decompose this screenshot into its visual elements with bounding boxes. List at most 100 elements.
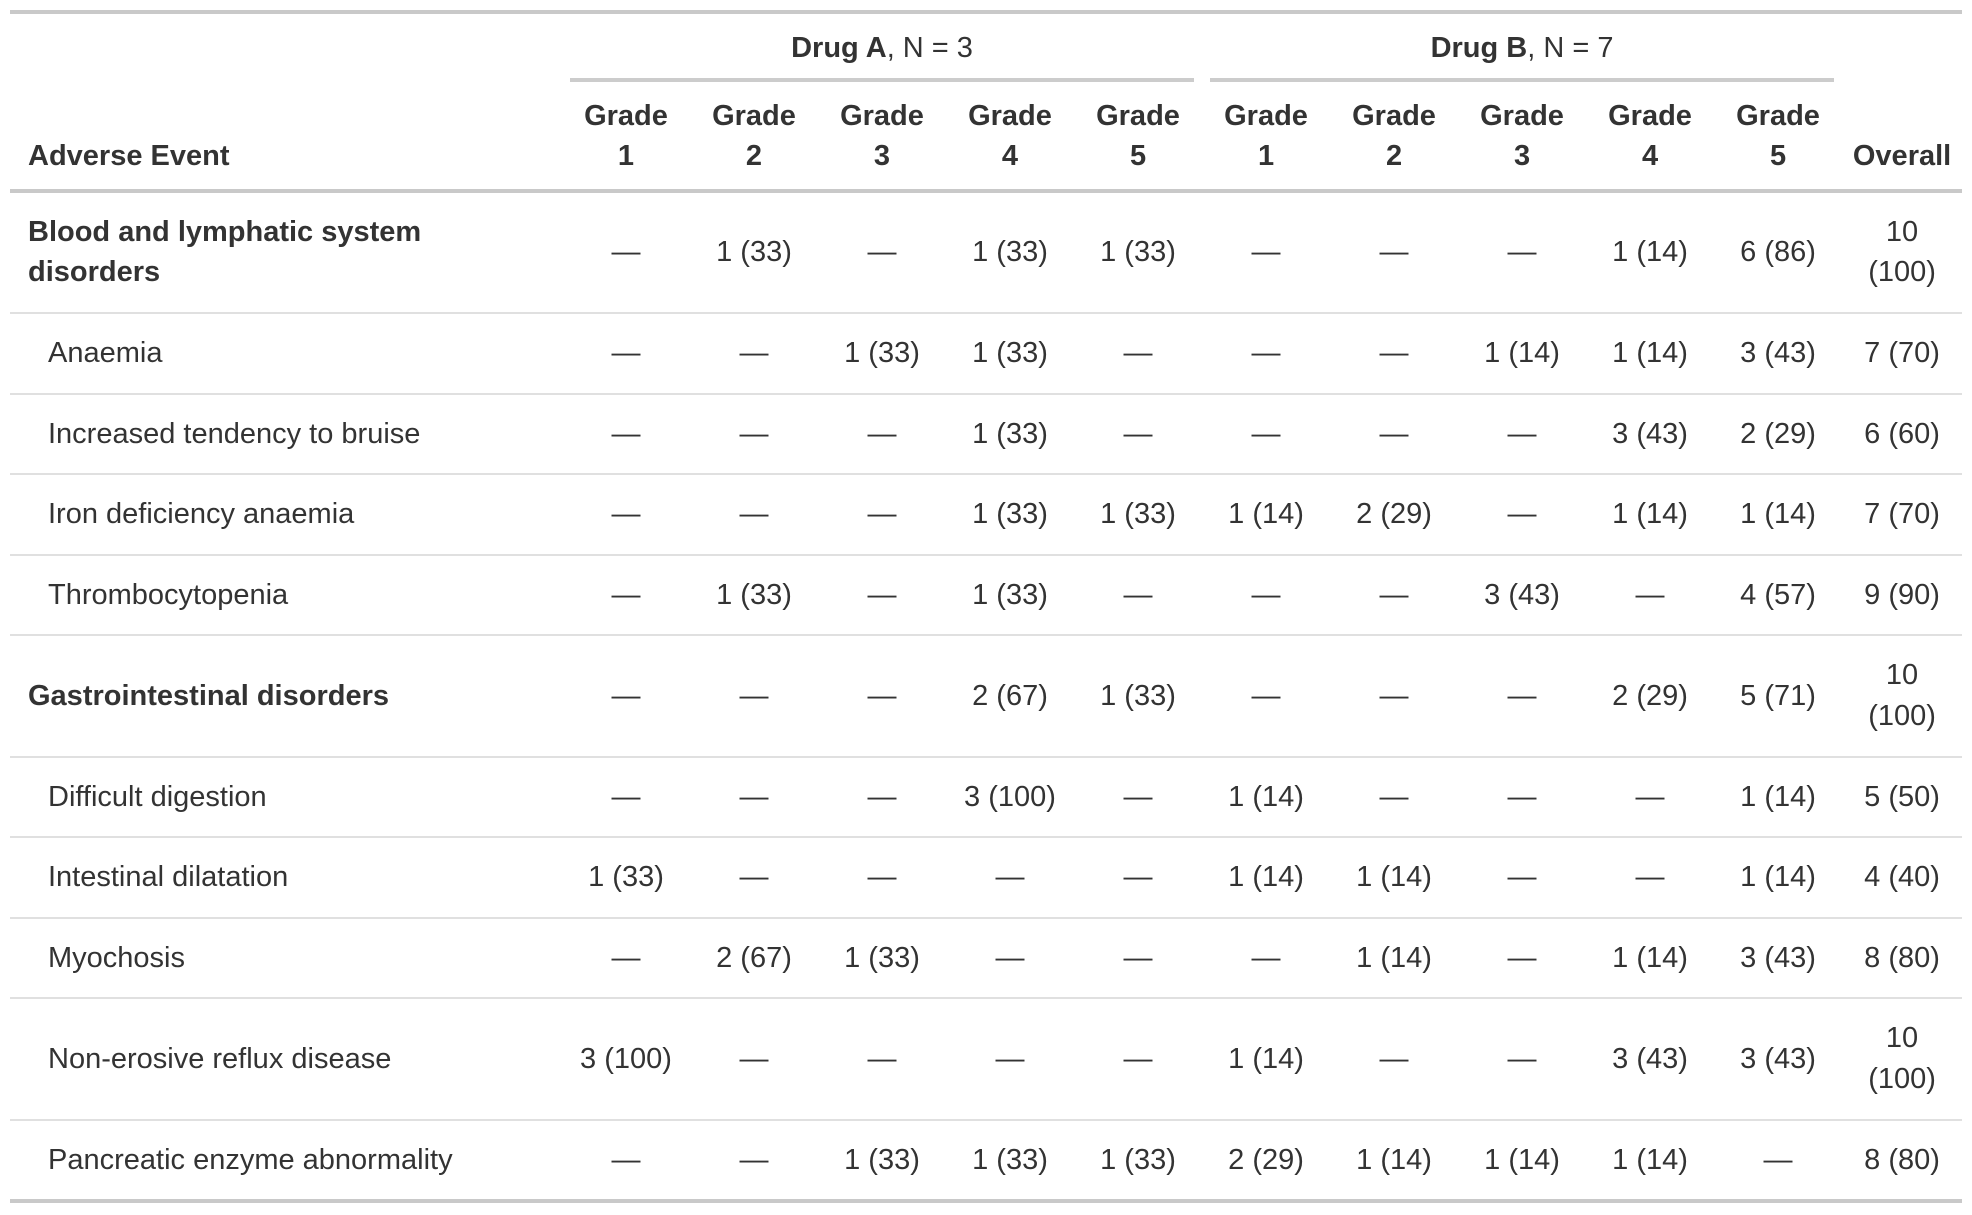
overall-cell: 10 (100) [1868, 215, 1936, 289]
grade-cell: — [690, 755, 818, 837]
grade-cell: — [1330, 392, 1459, 474]
grade-cell: — [562, 916, 690, 998]
grade-cell: 4 (57) [1714, 553, 1843, 635]
grade-cell: — [562, 553, 690, 635]
grade-cell: — [1714, 1118, 1843, 1204]
grade-cell: — [1586, 755, 1715, 837]
grade-cell: 3 (43) [1586, 997, 1715, 1118]
grade-cell: — [1251, 236, 1281, 269]
grade-cell: — [1330, 755, 1459, 837]
grade-cell: 3 (43) [1714, 916, 1843, 998]
grade-cell: 1 (33) [1074, 473, 1203, 554]
grade-cell: 3 (43) [1586, 392, 1715, 474]
grade-cell: 1 (14) [1714, 836, 1843, 917]
grade-cell: 1 (14) [1586, 916, 1715, 998]
grade-cell: 2 (29) [1714, 392, 1843, 474]
spanner-row: Drug A, N = 3 Drug B, N = 7 [10, 10, 1963, 82]
grade-cell: — [1202, 553, 1331, 635]
grade-cell: 1 (33) [690, 553, 818, 635]
grade-cell: — [1507, 236, 1537, 269]
grade-cell: — [562, 1118, 690, 1204]
grade-cell: 1 (33) [946, 473, 1074, 554]
grade-cell: 1 (33) [818, 311, 946, 393]
grade-cell: 5 (71) [1714, 634, 1843, 755]
table-row: Thrombocytopenia —1 (33) —1 (33) — — —3 (43) —… [10, 553, 1963, 635]
grade-cell: 1 (33) [1100, 236, 1176, 269]
grade-cell: — [1379, 236, 1409, 269]
spanner-drug-a: Drug A, N = 3 [562, 10, 1203, 82]
grade-cell: 2 (29) [1330, 473, 1459, 554]
grade-cell: 1 (14) [1458, 311, 1587, 393]
grade-cell: 2 (67) [690, 916, 818, 998]
grade-cell: — [818, 473, 946, 554]
grade-cell: — [690, 634, 818, 755]
grade-cell: 2 (29) [1202, 1118, 1331, 1204]
column-header-row: Adverse Event Grade 1 Grade 2 Grade 3 Grade… [10, 82, 1963, 193]
grade-cell: 1 (33) [946, 553, 1074, 635]
grade-cell: — [1458, 836, 1587, 917]
grade-cell: 1 (33) [946, 311, 1074, 393]
grade-cell: — [562, 311, 690, 393]
overall-cell: 8 (80) [1842, 916, 1963, 998]
overall-cell: 6 (60) [1842, 392, 1963, 474]
grade-cell: — [1330, 634, 1459, 755]
grade-cell: — [1202, 634, 1331, 755]
col-header-drug-a-grade-5: Grade 5 [1074, 82, 1203, 193]
row-label: Difficult digestion [10, 755, 562, 837]
grade-cell: 1 (33) [818, 916, 946, 998]
grade-cell: 1 (33) [818, 1118, 946, 1204]
row-label: Anaemia [10, 311, 562, 393]
table-row: Iron deficiency anaemia — — —1 (33) 1 (33) 1 … [10, 473, 1963, 554]
table-row: Intestinal dilatation 1 (33) — — — —1 (14) 1 (… [10, 836, 1963, 917]
row-label: Non-erosive reflux disease [10, 997, 562, 1118]
grade-cell: — [1074, 755, 1203, 837]
grade-cell: 1 (14) [1714, 473, 1843, 554]
overall-cell: 8 (80) [1842, 1118, 1963, 1204]
grade-cell: 1 (14) [1202, 836, 1331, 917]
grade-cell: — [1458, 916, 1587, 998]
grade-cell: — [1202, 916, 1331, 998]
grade-cell: — [1458, 473, 1587, 554]
grade-cell: — [1586, 836, 1715, 917]
overall-cell: 7 (70) [1842, 473, 1963, 554]
overall-cell: 7 (70) [1842, 311, 1963, 393]
col-header-drug-b-grade-3: Grade 3 [1458, 82, 1587, 193]
overall-cell: 10 (100) [1842, 634, 1963, 755]
col-header-drug-b-grade-2: Grade 2 [1330, 82, 1459, 193]
grade-cell: — [867, 236, 897, 269]
drug-b-name: Drug B [1430, 32, 1528, 64]
grade-cell: — [1458, 392, 1587, 474]
table-row: Gastrointestinal disorders — — —2 (67) 1 (33… [10, 634, 1963, 755]
col-header-drug-b-grade-1: Grade 1 [1202, 82, 1331, 193]
spanner-drug-b-label: Drug B, N = 7 [1210, 28, 1835, 82]
col-header-drug-b-grade-5: Grade 5 [1714, 82, 1843, 193]
grade-cell: — [611, 236, 641, 269]
drug-a-n: , N = 3 [886, 32, 973, 64]
drug-b-n: , N = 7 [1527, 32, 1614, 64]
grade-cell: 1 (33) [1074, 634, 1203, 755]
grade-cell: 1 (14) [1330, 916, 1459, 998]
grade-cell: — [690, 1118, 818, 1204]
adverse-events-table: Drug A, N = 3 Drug B, N = 7 Adverse Even… [10, 10, 1963, 1204]
grade-cell: — [1458, 634, 1587, 755]
grade-cell: — [1074, 392, 1203, 474]
grade-cell: — [818, 392, 946, 474]
grade-cell: 1 (14) [1586, 473, 1715, 554]
grade-cell: 1 (14) [1202, 473, 1331, 554]
spanner-drug-b: Drug B, N = 7 [1202, 10, 1843, 82]
grade-cell: — [1074, 553, 1203, 635]
grade-cell: 1 (33) [1074, 1118, 1203, 1204]
grade-cell: — [1330, 311, 1459, 393]
grade-cell: 2 (29) [1586, 634, 1715, 755]
grade-cell: — [690, 311, 818, 393]
grade-cell: 2 (67) [946, 634, 1074, 755]
grade-cell: — [946, 997, 1074, 1118]
grade-cell: 3 (43) [1714, 997, 1843, 1118]
grade-cell: — [690, 997, 818, 1118]
spanner-drug-a-label: Drug A, N = 3 [570, 28, 1195, 82]
grade-cell: — [1330, 553, 1459, 635]
grade-cell: 3 (100) [562, 997, 690, 1118]
grade-cell: — [946, 916, 1074, 998]
grade-cell: — [1586, 553, 1715, 635]
